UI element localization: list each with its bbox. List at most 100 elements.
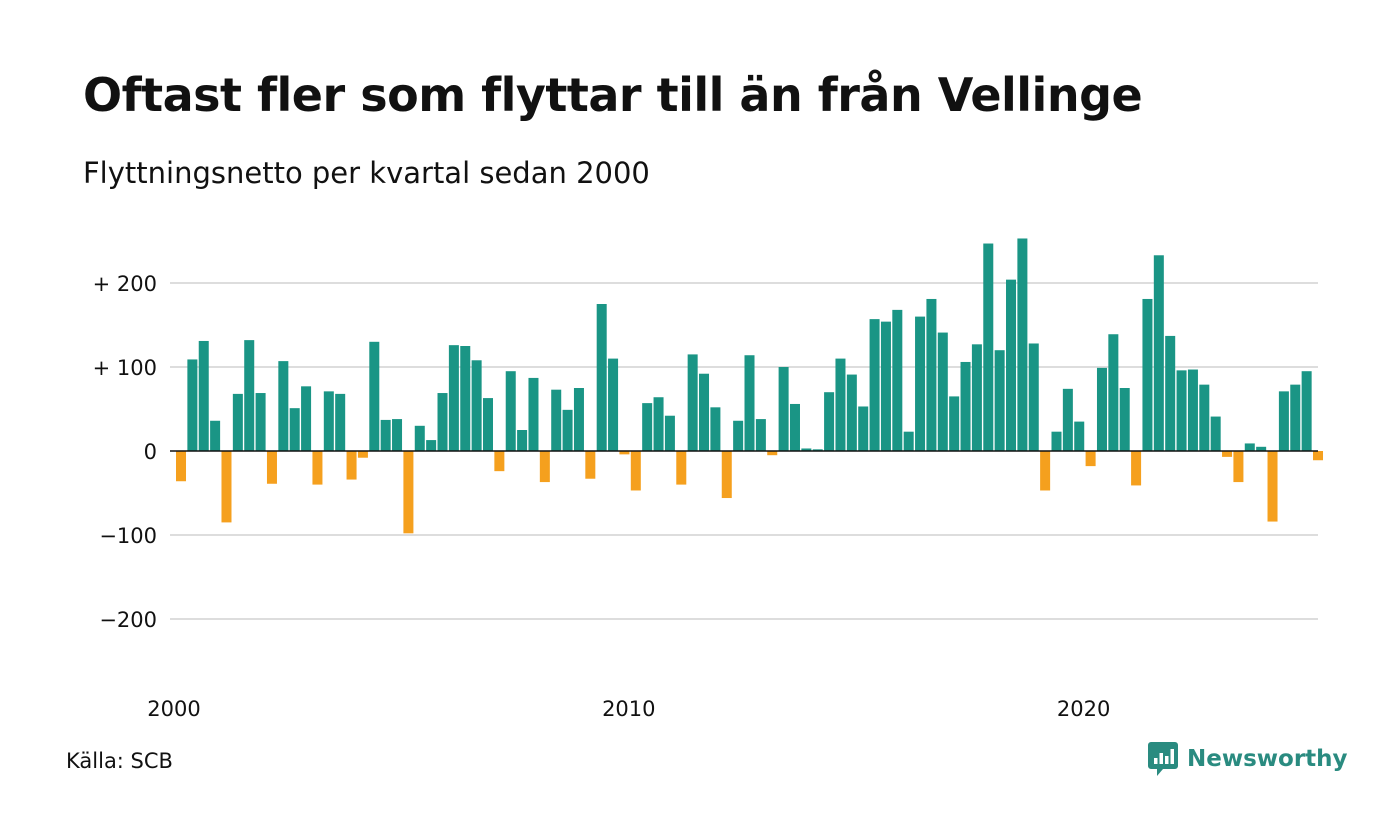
bar xyxy=(1222,451,1233,457)
x-tick-label: 2020 xyxy=(1057,697,1110,721)
bar xyxy=(335,393,346,451)
bar xyxy=(733,420,744,451)
bar xyxy=(1187,369,1198,451)
bar xyxy=(528,377,539,451)
bar xyxy=(255,393,266,451)
bar xyxy=(312,451,323,485)
bar xyxy=(1244,443,1255,451)
bar xyxy=(1108,334,1119,451)
y-tick-label: + 200 xyxy=(93,272,157,296)
bar xyxy=(414,425,425,451)
bar xyxy=(1096,367,1107,451)
bar xyxy=(1062,388,1073,451)
x-tick-label: 2000 xyxy=(147,697,200,721)
bar xyxy=(437,393,448,451)
bar xyxy=(1040,451,1051,491)
gridlines xyxy=(170,282,1318,620)
bar xyxy=(448,345,459,451)
bar xyxy=(1085,451,1096,467)
bar xyxy=(596,304,607,451)
bar xyxy=(1199,384,1210,451)
bar xyxy=(551,389,562,451)
bar xyxy=(1313,451,1324,461)
bar xyxy=(687,354,698,451)
bar xyxy=(653,397,664,451)
bar xyxy=(1153,255,1164,451)
bar xyxy=(960,361,971,451)
bar xyxy=(505,371,516,451)
bar xyxy=(380,419,391,451)
x-axis-ticks: 2000 2010 2020 xyxy=(147,697,1110,721)
brand-name: Newsworthy xyxy=(1187,746,1348,772)
bar xyxy=(869,319,880,451)
bar xyxy=(187,359,198,451)
bar xyxy=(232,393,243,451)
bar xyxy=(562,409,573,451)
bar xyxy=(949,396,960,451)
bar xyxy=(1006,279,1017,451)
bars xyxy=(176,238,1324,534)
bar xyxy=(1233,451,1244,483)
bar xyxy=(1165,335,1176,451)
bar xyxy=(1017,238,1028,451)
bar xyxy=(471,360,482,451)
bar xyxy=(278,361,289,451)
bar xyxy=(1142,298,1153,451)
bar xyxy=(403,451,414,534)
bar xyxy=(1256,446,1267,451)
bar xyxy=(926,298,937,451)
bar xyxy=(755,419,766,451)
newsworthy-logo-icon xyxy=(1148,742,1178,776)
y-tick-label: −200 xyxy=(99,608,157,632)
y-tick-label: 0 xyxy=(144,440,157,464)
bar xyxy=(357,451,368,458)
y-axis-ticks: + 200 + 100 0 −100 −200 xyxy=(93,272,157,632)
bar xyxy=(585,451,596,479)
bar xyxy=(1131,451,1142,486)
brand-logo[interactable]: Newsworthy xyxy=(1148,742,1348,776)
bar xyxy=(676,451,687,485)
bar xyxy=(892,309,903,451)
bar xyxy=(994,350,1005,451)
bar xyxy=(619,451,630,455)
bar xyxy=(880,321,891,451)
bar xyxy=(801,448,812,451)
bar xyxy=(778,367,789,451)
bar xyxy=(1290,384,1301,451)
bar xyxy=(846,374,857,451)
x-tick-label: 2010 xyxy=(602,697,655,721)
source-note: Källa: SCB xyxy=(66,749,173,773)
bar xyxy=(1301,371,1312,451)
bar xyxy=(1051,431,1062,451)
chart-title: Oftast fler som flyttar till än från Vel… xyxy=(83,68,1143,122)
bar xyxy=(392,419,403,451)
bar xyxy=(835,358,846,451)
bar xyxy=(710,407,721,451)
bar xyxy=(289,408,300,451)
bar xyxy=(858,406,869,451)
bar xyxy=(1028,343,1039,451)
bar xyxy=(323,391,334,451)
bar xyxy=(460,346,471,451)
bar xyxy=(369,341,380,451)
bar xyxy=(983,243,994,451)
bar xyxy=(1210,416,1221,451)
bar xyxy=(699,373,710,451)
bar xyxy=(1176,370,1187,451)
bar xyxy=(971,344,982,451)
bar xyxy=(517,430,528,451)
bar xyxy=(539,451,550,483)
bar xyxy=(426,440,437,451)
bar xyxy=(482,398,493,451)
bar xyxy=(301,386,312,451)
bar xyxy=(767,451,778,456)
bar xyxy=(721,451,732,499)
bar xyxy=(244,340,255,451)
bar xyxy=(1119,388,1130,451)
bar xyxy=(1074,421,1085,451)
bar xyxy=(494,451,505,472)
bar xyxy=(608,358,619,451)
chart-subtitle: Flyttningsnetto per kvartal sedan 2000 xyxy=(83,156,650,190)
bar xyxy=(630,451,641,491)
